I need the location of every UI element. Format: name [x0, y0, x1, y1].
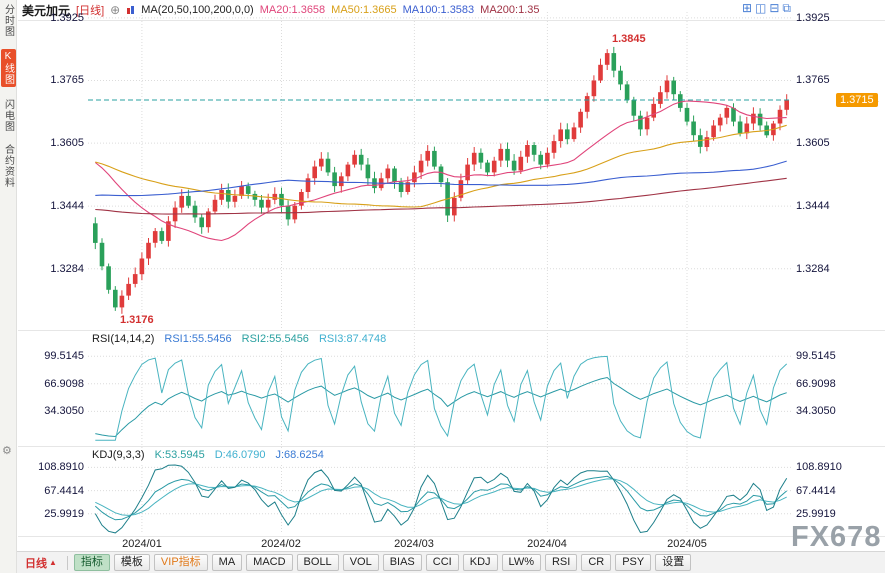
sidebar-item-tab[interactable]: 合约资料	[2, 144, 14, 188]
layout-switcher: ⊞ ◫ ⊟ ⧉	[742, 1, 791, 15]
grid-layout-icon[interactable]: ⊞	[741, 1, 753, 15]
candles	[93, 46, 789, 314]
tab-LW%[interactable]: LW%	[501, 554, 541, 571]
kdj-readout: J:68.6254	[275, 449, 324, 461]
tab-指标[interactable]: 指标	[73, 554, 110, 571]
current-price-badge: 1.3715	[836, 93, 878, 107]
period-selector[interactable]: 日线 ▲	[25, 555, 61, 571]
ma-settings-label: MA(20,50,100,200,0,0)	[141, 4, 254, 16]
ma-readout: MA200:1.35	[480, 4, 540, 16]
tab-PSY[interactable]: PSY	[615, 554, 652, 571]
rsi-readout: RSI3:87.4748	[318, 333, 387, 345]
tab-VOL[interactable]: VOL	[342, 554, 379, 571]
kdj-lines	[94, 464, 788, 534]
sidebar-item-kline-selected[interactable]: K线图	[0, 49, 16, 87]
tab-KDJ[interactable]: KDJ	[462, 554, 498, 571]
rsi-title: RSI(14,14,2)	[92, 333, 155, 345]
ma-readout: MA100:1.3583	[402, 4, 475, 16]
period-label: [日线]	[76, 5, 105, 17]
tab-MACD[interactable]: MACD	[246, 554, 293, 571]
vertical-split-icon[interactable]: ⊟	[769, 1, 780, 15]
divider	[66, 555, 68, 570]
ma-readout: MA50:1.3665	[331, 4, 397, 16]
indicator-tabs: 指标 模板 VIP指标 MA MACD BOLL VOL BIAS CCI KDJ LW% RSI CR…	[73, 554, 692, 571]
tab-CCI[interactable]: CCI	[425, 554, 459, 571]
tab-VIP指标[interactable]: VIP指标	[153, 554, 208, 571]
caret-up-icon: ▲	[49, 558, 57, 567]
rsi-lines	[95, 355, 788, 441]
chart-type-tabs: 分时图 K线图闪电图合约资料	[0, 0, 16, 188]
grid-lines	[18, 12, 885, 537]
sidebar-item-tab[interactable]: 分时图	[2, 4, 14, 37]
horizontal-split-icon[interactable]: ◫	[755, 1, 767, 15]
tab-RSI[interactable]: RSI	[544, 554, 578, 571]
watermark: FX678	[791, 521, 882, 553]
ma-readouts: MA20:1.3658 MA50:1.3665 MA100:1.3583 MA200:…	[260, 4, 546, 16]
bottom-toolbar: 日线 ▲ 指标 模板 VIP指标 MA MACD BOLL VOL BIAS CCI KDJ LW%…	[17, 551, 885, 573]
kdj-title: KDJ(9,3,3)	[92, 449, 145, 461]
kdj-readouts: K:53.5945 D:46.0790 J:68.6254	[155, 449, 324, 463]
add-indicator-icon[interactable]: ⊕	[110, 3, 121, 17]
tab-CR[interactable]: CR	[581, 554, 612, 571]
indicator-settings-icon[interactable]: ⚙	[2, 445, 12, 457]
tab-BIAS[interactable]: BIAS	[382, 554, 422, 571]
kdj-header: KDJ(9,3,3) K:53.5945 D:46.0790 J:68.6254	[92, 449, 324, 463]
rsi-readouts: RSI1:55.5456 RSI2:55.5456 RSI3:87.4748	[164, 333, 386, 347]
symbol-name: 美元加元	[22, 3, 71, 18]
rsi-header: RSI(14,14,2) RSI1:55.5456 RSI2:55.5456 RSI…	[92, 333, 387, 347]
chart-header: 美元加元 [日线] ⊕ MA(20,50,100,200,0,0) MA20:1…	[22, 0, 745, 20]
ma-readout: MA20:1.3658	[259, 4, 326, 16]
tab-设置[interactable]: 设置	[655, 554, 692, 571]
rsi-readout: RSI1:55.5456	[164, 333, 232, 345]
tab-模板[interactable]: 模板	[113, 554, 150, 571]
kdj-readout: K:53.5945	[154, 449, 205, 461]
kdj-readout: D:46.0790	[214, 449, 266, 461]
period-selector-label: 日线	[25, 557, 47, 570]
rsi-readout: RSI2:55.5456	[241, 333, 309, 345]
ma-lines	[94, 100, 787, 242]
tab-BOLL[interactable]: BOLL	[296, 554, 339, 571]
chart-type-sidebar: 分时图 K线图闪电图合约资料 ⚙	[0, 0, 17, 573]
tab-MA[interactable]: MA	[211, 554, 243, 571]
price-marker-arrow: ▴	[874, 94, 879, 104]
sidebar-item-tab[interactable]: 闪电图	[2, 99, 14, 132]
fullscreen-layout-icon[interactable]: ⧉	[782, 1, 791, 15]
candlestick-icon	[127, 5, 135, 14]
